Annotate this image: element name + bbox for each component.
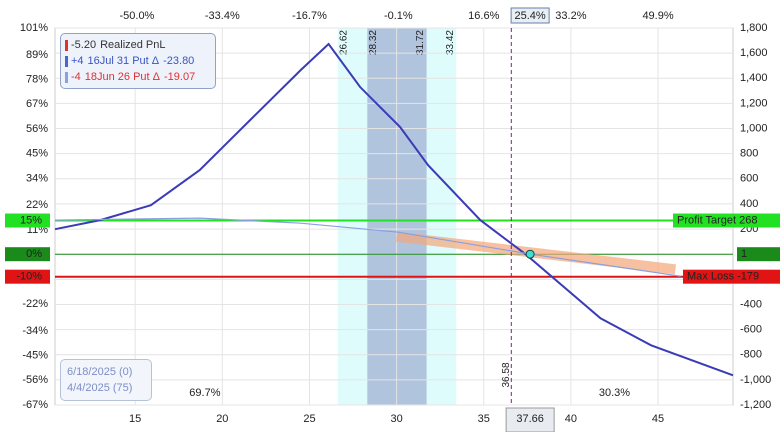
level-pct-box <box>5 269 50 284</box>
price-label: 37.66 <box>516 413 544 425</box>
legend-qty: +4 <box>71 55 84 67</box>
y-tick-label: -1,200 <box>740 399 771 411</box>
y-tick-label: 800 <box>740 148 758 160</box>
y2-tick-label: 34% <box>26 172 48 184</box>
date-box: 6/18/2025 (0) 4/4/2025 (75) <box>60 359 152 401</box>
y2-tick-label: 101% <box>20 22 48 34</box>
top-tick-box <box>510 7 550 24</box>
legend-swatch <box>65 71 68 83</box>
y2-tick-label: -56% <box>22 374 48 386</box>
date-row: 6/18/2025 (0) <box>67 366 133 378</box>
probability-label: 30.3% <box>599 387 630 399</box>
level-label: 1 <box>741 248 747 260</box>
price-box <box>505 407 555 432</box>
top-tick-label: 16.6% <box>468 10 499 22</box>
date-row: 4/4/2025 (75) <box>67 382 133 394</box>
x-tick-label: 25 <box>303 413 315 425</box>
legend-qty: -5.20 <box>71 39 97 51</box>
legend-swatch <box>65 39 68 51</box>
legend-row: -5.20 Realized PnL <box>65 37 215 53</box>
level-label: Profit Target 268 <box>677 214 758 226</box>
legend-text: 16Jul 31 Put Δ <box>87 55 160 67</box>
level-pct-label: 0% <box>26 248 42 260</box>
probability-band <box>396 231 677 275</box>
probability-label: 69.7% <box>189 387 220 399</box>
y-tick-label: -800 <box>740 349 762 361</box>
top-tick-label: -50.0% <box>119 10 154 22</box>
legend-row: -4 18Jun 26 Put Δ -19.07 <box>65 69 215 85</box>
band-label: 33.42 <box>445 30 456 55</box>
legend-delta: -23.80 <box>163 55 195 67</box>
y2-tick-label: 56% <box>26 123 48 135</box>
level-pct-box <box>5 247 50 262</box>
price-marker <box>525 249 535 259</box>
level-box <box>683 269 780 284</box>
y-tick-label: -1,000 <box>740 374 771 386</box>
x-tick-label: 20 <box>216 413 228 425</box>
y-tick-label: 1,400 <box>740 72 768 84</box>
level-pct-box <box>5 213 50 228</box>
legend: -5.20 Realized PnL +4 16Jul 31 Put Δ -23.80-… <box>60 33 216 89</box>
y-tick-label: 1,800 <box>740 22 768 34</box>
y-tick-label: -400 <box>740 298 762 310</box>
top-tick-label: 49.9% <box>642 10 673 22</box>
level-pct-label: -10% <box>16 271 42 283</box>
legend-delta: -19.07 <box>164 71 196 83</box>
level-pct-label: 15% <box>20 214 42 226</box>
top-tick-label: -33.4% <box>205 10 240 22</box>
legend-swatch <box>65 55 68 67</box>
y-tick-label: 1,200 <box>740 97 768 109</box>
y2-tick-label: 67% <box>26 98 48 110</box>
level-label: Max Loss -179 <box>687 271 759 283</box>
y-tick-label: 1,600 <box>740 47 768 59</box>
level-box <box>737 247 780 262</box>
y2-tick-label: 22% <box>26 199 48 211</box>
band-label: 26.62 <box>338 30 349 55</box>
x-tick-label: 45 <box>652 413 664 425</box>
legend-text: Realized PnL <box>100 39 166 51</box>
legend-qty: -4 <box>71 71 81 83</box>
x-tick-label: 35 <box>478 413 490 425</box>
y-tick-label: -600 <box>740 324 762 336</box>
y2-tick-label: -45% <box>22 350 48 362</box>
pnl-line <box>54 217 681 277</box>
top-tick-label: 25.4% <box>515 10 546 22</box>
x-tick-label: 40 <box>565 413 577 425</box>
band-label: 31.72 <box>415 30 426 55</box>
top-tick-label: -16.7% <box>292 10 327 22</box>
pnl-line <box>54 42 734 377</box>
legend-text: 18Jun 26 Put Δ <box>84 71 161 83</box>
y2-tick-label: -34% <box>22 325 48 337</box>
band-label: 28.32 <box>368 30 379 55</box>
y-tick-label: 600 <box>740 173 758 185</box>
legend-row: +4 16Jul 31 Put Δ -23.80 <box>65 53 215 69</box>
y2-tick-label: 78% <box>26 74 48 86</box>
top-tick-label: -0.1% <box>384 10 413 22</box>
y2-tick-label: 45% <box>26 148 48 160</box>
breakeven-label: 36.58 <box>501 362 512 387</box>
level-box <box>673 213 780 228</box>
y2-tick-label: -67% <box>22 399 48 411</box>
top-tick-label: 33.2% <box>555 10 586 22</box>
x-tick-label: 30 <box>390 413 402 425</box>
y2-tick-label: 89% <box>26 49 48 61</box>
y-tick-label: 1,000 <box>740 122 768 134</box>
y2-tick-label: -22% <box>22 298 48 310</box>
x-tick-label: 15 <box>129 413 141 425</box>
y-tick-label: 400 <box>740 198 758 210</box>
